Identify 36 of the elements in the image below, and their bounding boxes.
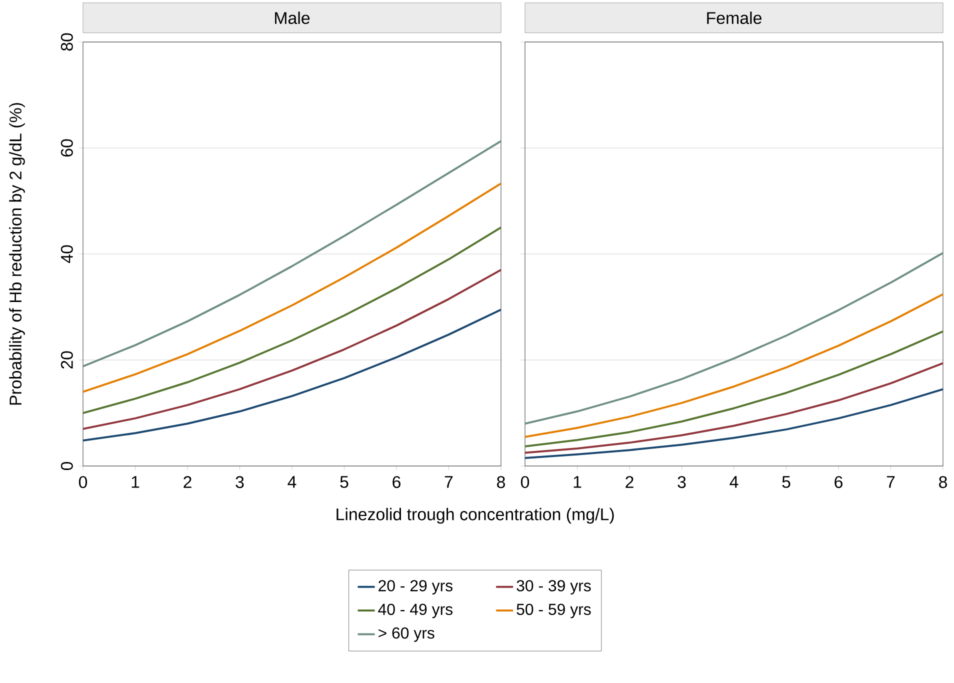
x-tick-label: 7 — [444, 476, 453, 488]
x-tick-label: 4 — [730, 476, 738, 488]
x-tick-label: 3 — [236, 476, 244, 488]
x-axis-title: Linezolid trough concentration (mg/L) — [336, 508, 614, 524]
x-tick-label: 0 — [78, 476, 88, 488]
legend-label: 40 - 49 yrs — [378, 604, 452, 618]
x-tick-label: 1 — [574, 476, 582, 488]
line-series — [83, 308, 501, 442]
x-tick-label: 6 — [834, 476, 842, 488]
x-tick-label: 6 — [392, 476, 400, 488]
legend-label: 30 - 39 yrs — [516, 580, 591, 595]
chart-title: Male — [275, 12, 310, 24]
y-tick-label: 20 — [60, 351, 73, 369]
line-series — [83, 182, 501, 393]
x-tick-label: 1 — [132, 476, 140, 488]
x-tick-label: 5 — [340, 476, 348, 488]
legend-label: 20 - 29 yrs — [378, 580, 452, 595]
y-tick-label: 0 — [60, 462, 73, 470]
x-tick-label: 4 — [288, 476, 296, 488]
x-tick-label: 2 — [626, 476, 634, 488]
x-tick-label: 8 — [497, 476, 505, 488]
x-tick-label: 2 — [184, 476, 192, 488]
chart-title: Female — [707, 12, 762, 24]
line-series — [83, 268, 501, 430]
line-series — [83, 226, 501, 414]
x-tick-label: 8 — [939, 476, 947, 488]
legend-label: 50 - 59 yrs — [516, 604, 591, 618]
y-axis-title: Probability of Hb reduction by 2 g/dL (%) — [9, 103, 25, 405]
y-tick-label: 80 — [60, 33, 73, 51]
x-tick-label: 5 — [782, 476, 790, 488]
x-tick-label: 0 — [520, 476, 530, 488]
x-tick-label: 7 — [886, 476, 895, 488]
x-tick-label: 3 — [678, 476, 686, 488]
y-tick-label: 40 — [60, 245, 73, 264]
legend-label: > 60 yrs — [378, 627, 434, 642]
y-tick-label: 60 — [60, 139, 73, 157]
